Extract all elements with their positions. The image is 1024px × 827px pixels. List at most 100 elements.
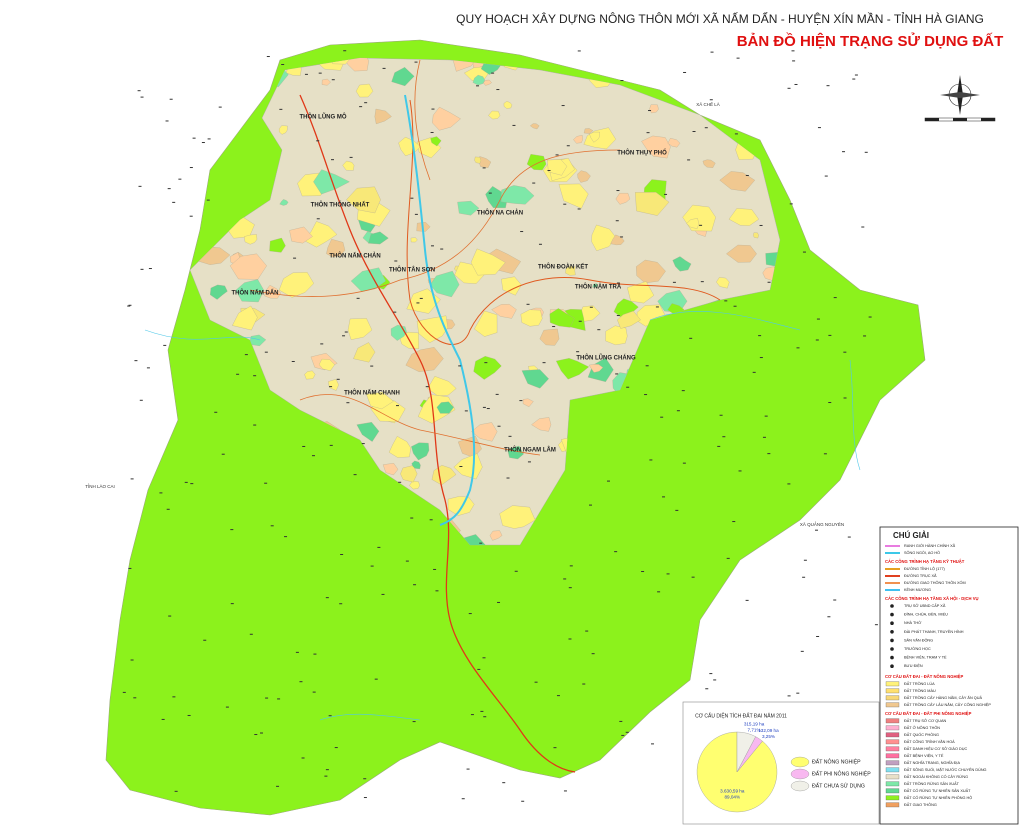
parcel [346,186,381,214]
parcel-mark [189,215,193,217]
parcel [672,256,692,272]
parcel-mark [864,151,868,153]
parcel-mark [563,203,567,205]
parcel-mark [787,87,791,89]
parcel-mark [646,132,650,134]
parcel [775,143,780,158]
parcel-mark [620,80,624,82]
parcel-mark [249,633,253,635]
parcel [436,401,454,414]
parcel-mark [563,578,567,580]
parcel-mark [817,127,821,129]
parcel-mark [561,105,565,107]
parcel-mark [425,386,429,388]
parcel [241,109,251,116]
parcel-mark [265,697,269,699]
parcel-mark [655,306,659,308]
parcel-mark [459,465,463,467]
parcel-mark [568,638,572,640]
parcel-mark [641,571,645,573]
parcel [194,157,213,174]
parcel-mark [709,673,713,675]
parcel-mark [343,50,347,52]
parcel [521,369,549,389]
parcel-mark [566,145,570,147]
parcel [549,308,575,328]
legend-swatch [885,725,900,731]
legend-label: ĐẤT NGOÀI KHÔNG CÓ CÂY RỪNG [904,774,968,779]
parcel-mark [277,698,281,700]
parcel [244,234,258,245]
pie-legend-label: ĐẤT PHI NÔNG NGHIỆP [812,769,871,777]
parcel-mark [682,462,686,464]
village-label: THÔN LŨNG MÔ [300,113,347,121]
parcel [205,81,220,95]
parcel [342,160,355,171]
parcel-mark [644,394,648,396]
parcel [589,131,600,143]
parcel-mark [626,386,630,388]
parcel-mark [342,335,346,337]
legend-label: ĐẤT CÓ RỪNG TỰ NHIÊN SẢN XUẤT [904,788,971,793]
parcel-mark [483,716,487,718]
parcel-mark [325,597,329,599]
parcel-mark [497,601,501,603]
parcel [430,136,442,147]
parcel-mark [163,344,167,346]
parcel [262,77,271,85]
parcel-mark [615,373,619,375]
parcel-mark [666,573,670,575]
parcel [774,152,780,159]
parcel-mark [244,354,248,356]
parcel-mark [431,108,435,110]
village-label: THÔN THỐNG NHẤT [311,201,370,209]
parcel [432,106,461,131]
parcel-mark [218,106,222,108]
parcel-mark [395,405,399,407]
map-subtitle: BẢN ĐỒ HIỆN TRẠNG SỬ DỤNG ĐẤT [737,32,1004,50]
parcel [279,125,288,135]
parcel-mark [413,584,417,586]
parcel-mark [189,167,193,169]
parcel [269,237,286,253]
roads [249,59,721,773]
parcel-mark [398,481,402,483]
parcel-mark [689,337,693,339]
legend-label: ĐẤT Ở NÔNG THÔN [904,725,940,730]
parcel-mark [225,706,229,708]
parcel-mark [165,120,169,122]
parcel-mark [625,731,629,733]
parcel [558,183,589,209]
pie-inset: CƠ CẤU DIỆN TÍCH ĐẤT ĐAI NĂM 2011 3.630,… [682,701,880,825]
parcel [190,78,208,96]
parcel-mark [276,785,280,787]
legend-heading: CÁC CÔNG TRÌNH HẠ TẦNG XÃ HỘI - DỊCH VỤ [885,596,979,601]
parcel [503,101,513,109]
parcel-mark [253,424,257,426]
parcel [615,193,631,205]
parcel [474,310,498,337]
parcel-mark [359,106,363,108]
parcel-mark [847,536,851,538]
legend-label: ĐẤT TRỒNG RỪNG SẢN XUẤT [904,781,960,786]
parcel [520,309,543,327]
parcel [573,135,583,144]
pie-value-label: 3,25% [762,734,775,739]
parcel-mark [724,300,728,302]
legend-swatch [885,795,900,801]
legend-swatch [890,604,894,608]
parcel-mark [466,768,470,770]
legend-swatch [885,802,900,808]
legend-label: ĐẤT GIAO THÔNG [904,802,937,807]
parcel [470,248,506,276]
pie-slice [736,731,756,773]
parcel-mark [699,224,703,226]
legend-title: CHÚ GIẢI [893,531,929,540]
parcel [326,239,346,258]
parcel-mark [134,360,138,362]
parcel-mark [521,800,525,802]
parcel-mark [861,226,865,228]
parcel [489,530,503,541]
